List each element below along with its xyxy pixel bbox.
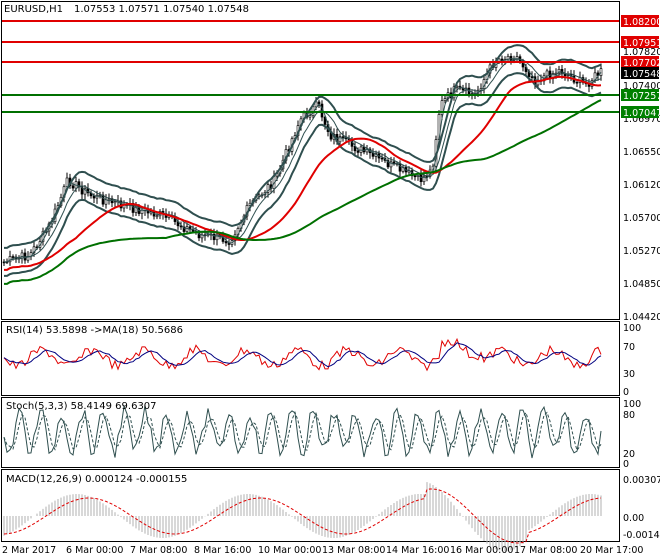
candle-body	[80, 186, 84, 195]
price-tag-bg	[621, 56, 659, 68]
candle-body	[185, 226, 189, 232]
candle-body	[341, 136, 345, 138]
price-level: 1.07400	[623, 81, 660, 92]
time-label: 20 Mar 17:00	[580, 545, 643, 556]
time-axis: 2 Mar 2017 6 Mar 00:00 7 Mar 08:00 8 Mar…	[2, 545, 643, 556]
candle-body	[356, 150, 360, 153]
candle-body	[65, 177, 69, 188]
stoch-level: 0	[623, 459, 629, 470]
ma-green	[4, 99, 602, 285]
rsi-level: 70	[623, 342, 635, 353]
price-tag-1.08200: 1.08200	[623, 17, 660, 28]
macd-axis: 0.003076 0.00 -0.001448	[623, 475, 660, 541]
current-price-tag: 1.07548	[623, 69, 660, 80]
time-label: 17 Mar 08:00	[514, 545, 577, 556]
time-label: 10 Mar 00:00	[258, 545, 321, 556]
candle-body	[215, 233, 219, 241]
price-level: 1.06550	[623, 147, 660, 158]
time-label: 2 Mar 2017	[2, 545, 56, 556]
candle-body	[113, 201, 117, 204]
candle-body	[71, 185, 75, 189]
price-tag-1.07047: 1.07047	[623, 108, 660, 119]
price-tag-1.07951: 1.07951	[623, 38, 660, 49]
price-level: 1.06970	[623, 114, 660, 125]
time-label: 16 Mar 00:00	[450, 545, 513, 556]
macd-label: MACD(12,26,9) 0.000124 -0.000155	[6, 474, 187, 485]
symbol-label: EURUSD,H1	[4, 4, 63, 15]
time-label: 6 Mar 00:00	[66, 545, 123, 556]
candle-body	[413, 175, 417, 178]
candle-body	[134, 206, 138, 213]
macd-signal	[3, 488, 602, 544]
price-tag-1.07702: 1.07702	[623, 58, 660, 69]
ma-red	[4, 75, 602, 271]
candle-body	[224, 241, 228, 244]
indicator-drawings	[2, 20, 619, 552]
candle-body	[599, 68, 603, 76]
candle-body	[545, 70, 549, 77]
price-level: 1.04850	[623, 279, 660, 290]
price-tag-bg	[621, 15, 659, 27]
candle-body	[422, 175, 426, 183]
candle-body	[11, 256, 15, 258]
candle-body	[380, 157, 384, 160]
rsi-level: 30	[623, 369, 635, 380]
candle-body	[338, 136, 342, 143]
time-label: 7 Mar 08:00	[130, 545, 187, 556]
price-tag-1.07257: 1.07257	[623, 91, 660, 102]
candle-body	[83, 188, 87, 195]
rsi-axis: 100 70 30 0	[623, 323, 641, 398]
price-tag-bg	[621, 106, 659, 118]
price-level: 1.05700	[623, 213, 660, 224]
candle-body	[440, 100, 444, 115]
stoch-level: 100	[623, 399, 641, 410]
stoch-signal	[3, 411, 602, 452]
time-label: 14 Mar 16:00	[386, 545, 449, 556]
candle-body	[155, 215, 159, 218]
rsi-label: RSI(14) 53.5898 ->MA(18) 50.5686	[6, 325, 183, 336]
bollinger-lower	[4, 72, 602, 277]
stoch-level: 20	[623, 449, 635, 460]
candle-body	[386, 160, 390, 168]
rsi-ma-line	[3, 342, 602, 368]
candle-body	[323, 116, 327, 125]
price-level: 1.04420	[623, 312, 660, 323]
candle-body	[266, 184, 270, 193]
macd-level: -0.001448	[623, 530, 660, 541]
bollinger-mid	[4, 58, 602, 263]
candle-body	[443, 98, 447, 101]
stoch-level: 80	[623, 410, 635, 421]
candle-body	[257, 194, 261, 197]
stoch-label: Stoch(5,3,3) 58.4149 69.6307	[6, 401, 157, 412]
rsi-level: 0	[623, 387, 629, 398]
candle-body	[575, 81, 579, 84]
time-label: 13 Mar 08:00	[322, 545, 385, 556]
price-level: 1.05270	[623, 246, 660, 257]
price-tag-bg	[621, 67, 659, 79]
price-level: 1.06120	[623, 180, 660, 191]
macd-level: 0.00	[623, 513, 644, 524]
rsi-line	[3, 337, 602, 372]
ohlc-values: 1.07553 1.07571 1.07540 1.07548	[74, 4, 249, 15]
price-tag-bg	[621, 36, 659, 48]
price-level: 1.07820	[623, 47, 660, 58]
price-tag-bg	[621, 89, 659, 101]
macd-level: 0.003076	[623, 475, 660, 486]
time-label: 8 Mar 16:00	[194, 545, 251, 556]
stoch-main	[3, 404, 602, 459]
candle-body	[362, 146, 366, 153]
candle-body	[107, 198, 111, 201]
stoch-axis: 100 80 20 0	[623, 399, 641, 470]
candle-body	[389, 161, 393, 168]
candle-body	[182, 226, 186, 232]
candle-body	[557, 69, 561, 74]
price-axis: 1.07820 1.07400 1.06970 1.06550 1.06120 …	[623, 47, 660, 323]
candle-body	[212, 233, 216, 241]
candle-body	[20, 252, 24, 259]
price-tags: 1.08200 1.07951 1.07702 1.07548 1.07257 …	[621, 15, 660, 119]
rsi-level: 100	[623, 323, 641, 334]
candle-body	[101, 194, 105, 205]
